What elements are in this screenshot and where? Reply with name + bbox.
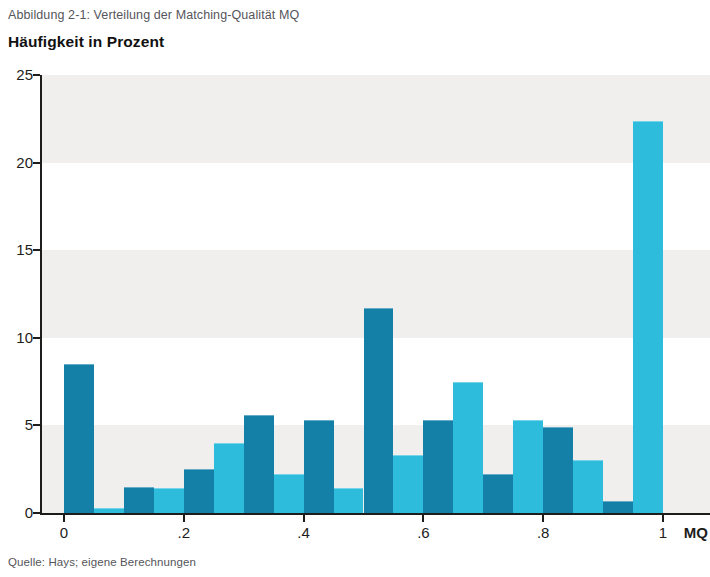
histogram-bar bbox=[154, 488, 184, 513]
histogram-bar bbox=[184, 469, 214, 513]
grid-band bbox=[42, 75, 710, 163]
y-tick-mark bbox=[33, 424, 40, 426]
histogram-plot-area bbox=[40, 75, 710, 515]
y-tick-label: 10 bbox=[0, 328, 33, 348]
histogram-bar bbox=[274, 474, 304, 513]
y-tick-label: 0 bbox=[0, 503, 33, 523]
histogram-bar bbox=[364, 308, 394, 513]
histogram-bar bbox=[393, 455, 423, 513]
y-axis-title: Häufigkeit in Prozent bbox=[8, 33, 164, 51]
x-tick-mark bbox=[63, 515, 65, 522]
histogram-bar bbox=[244, 415, 274, 513]
y-tick-label: 15 bbox=[0, 240, 33, 260]
x-tick-label: .6 bbox=[393, 524, 453, 542]
x-axis-labels: MQ 0.2.4.6.81 bbox=[40, 524, 710, 544]
x-tick-label: .4 bbox=[274, 524, 334, 542]
x-tick-mark bbox=[542, 515, 544, 522]
x-tick-mark bbox=[422, 515, 424, 522]
histogram-bar bbox=[334, 488, 364, 513]
x-tick-label: .2 bbox=[154, 524, 214, 542]
histogram-bar bbox=[453, 382, 483, 513]
y-tick-mark bbox=[33, 249, 40, 251]
x-tick-label: 1 bbox=[633, 524, 693, 542]
y-tick-mark bbox=[33, 512, 40, 514]
histogram-bar bbox=[423, 420, 453, 513]
y-tick-label: 5 bbox=[0, 415, 33, 435]
x-tick-mark bbox=[303, 515, 305, 522]
y-tick-label: 20 bbox=[0, 153, 33, 173]
x-tick-label: 0 bbox=[34, 524, 94, 542]
histogram-bar bbox=[94, 508, 124, 513]
figure-caption: Abbildung 2-1: Verteilung der Matching-Q… bbox=[8, 8, 299, 22]
x-tick-mark bbox=[183, 515, 185, 522]
histogram-bar bbox=[64, 364, 94, 513]
x-tick-mark bbox=[662, 515, 664, 522]
source-note: Quelle: Hays; eigene Berechnungen bbox=[8, 556, 196, 568]
y-axis-labels: 2520151050 bbox=[0, 75, 33, 515]
y-tick-mark bbox=[33, 74, 40, 76]
histogram-bar bbox=[214, 443, 244, 513]
histogram-bar bbox=[304, 420, 334, 513]
histogram-bar bbox=[573, 460, 603, 513]
x-tick-label: .8 bbox=[513, 524, 573, 542]
histogram-bar bbox=[633, 121, 663, 513]
y-tick-mark bbox=[33, 337, 40, 339]
histogram-bar bbox=[603, 501, 633, 513]
y-tick-mark bbox=[33, 162, 40, 164]
figure-matching-quality-distribution: Abbildung 2-1: Verteilung der Matching-Q… bbox=[0, 0, 710, 577]
grid-band bbox=[42, 163, 710, 251]
histogram-bar bbox=[543, 427, 573, 513]
histogram-bar bbox=[124, 487, 154, 513]
histogram-bar bbox=[483, 474, 513, 513]
y-tick-label: 25 bbox=[0, 65, 33, 85]
histogram-bar bbox=[513, 420, 543, 513]
